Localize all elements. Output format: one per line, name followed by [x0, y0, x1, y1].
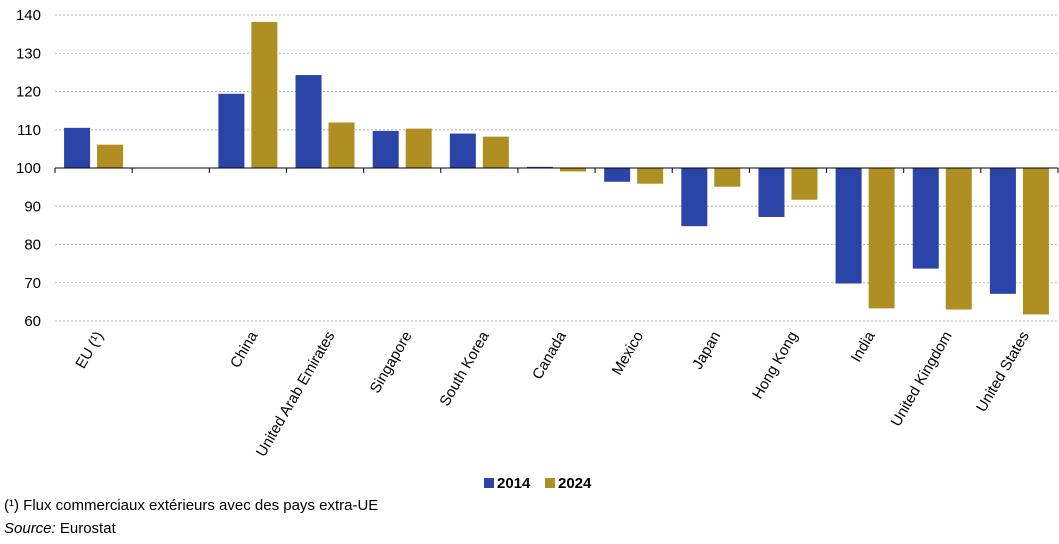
- bar-2014: [218, 93, 245, 168]
- x-category-label: Hong Kong: [749, 329, 801, 403]
- source-note: Source: Eurostat: [4, 520, 116, 537]
- x-category-label: Japan: [689, 329, 724, 373]
- source-label: Source:: [4, 520, 56, 537]
- legend-swatch-2024: [545, 478, 555, 488]
- bar-2024: [405, 128, 432, 168]
- x-category-label: India: [848, 328, 879, 365]
- bar-2014: [681, 168, 708, 227]
- gridlines: [55, 14, 1058, 322]
- bar-2014: [64, 127, 91, 168]
- y-tick-label: 100: [16, 160, 41, 177]
- bar-2024: [251, 21, 278, 169]
- bar-2024: [714, 168, 741, 187]
- bar-2014: [989, 168, 1016, 294]
- y-tick-label: 90: [24, 198, 41, 215]
- bars: [64, 21, 1049, 315]
- legend-label-2024: 2024: [558, 475, 592, 492]
- y-tick-label: 80: [24, 237, 41, 254]
- x-category-label: United Arab Emirates: [253, 329, 339, 460]
- x-category-label: Mexico: [609, 329, 647, 379]
- legend-label-2014: 2014: [497, 475, 531, 492]
- footnote: (¹) Flux commerciaux extérieurs avec des…: [4, 497, 379, 514]
- bar-2024: [1022, 168, 1049, 315]
- y-tick-label: 140: [16, 7, 41, 24]
- x-category-label: Singapore: [367, 329, 416, 397]
- x-axis-ticks: [54, 168, 1059, 173]
- bar-2024: [868, 168, 895, 309]
- bar-2014: [449, 133, 476, 168]
- legend: 2014 2024: [484, 475, 592, 492]
- x-category-label: United States: [973, 329, 1033, 415]
- y-axis-tick-labels: 60 70 80 90 100 110 120 130 140: [16, 7, 41, 330]
- bar-2024: [945, 168, 972, 310]
- x-category-label: EU (¹): [72, 329, 107, 372]
- x-category-label: Canada: [529, 328, 570, 383]
- bar-2024: [97, 144, 124, 168]
- y-tick-label: 130: [16, 45, 41, 62]
- x-category-label: United Kingdom: [888, 329, 956, 430]
- bar-2014: [758, 168, 785, 217]
- bar-2024: [791, 168, 818, 200]
- bar-2024: [560, 168, 586, 172]
- bar-2024: [637, 168, 664, 184]
- y-tick-label: 120: [16, 84, 41, 101]
- y-tick-label: 70: [24, 275, 41, 292]
- bar-2014: [912, 168, 939, 269]
- bar-2014: [604, 168, 631, 182]
- bar-2024: [328, 122, 355, 168]
- source-text: Eurostat: [55, 520, 116, 537]
- x-category-label: South Korea: [436, 328, 493, 409]
- bar-2024: [482, 136, 509, 168]
- x-category-label: China: [227, 328, 262, 371]
- bar-2014: [835, 168, 862, 284]
- bar-2014: [372, 130, 399, 168]
- legend-swatch-2014: [484, 478, 494, 488]
- bar-2014: [295, 75, 322, 168]
- y-tick-label: 60: [24, 313, 41, 330]
- y-tick-label: 110: [17, 122, 41, 139]
